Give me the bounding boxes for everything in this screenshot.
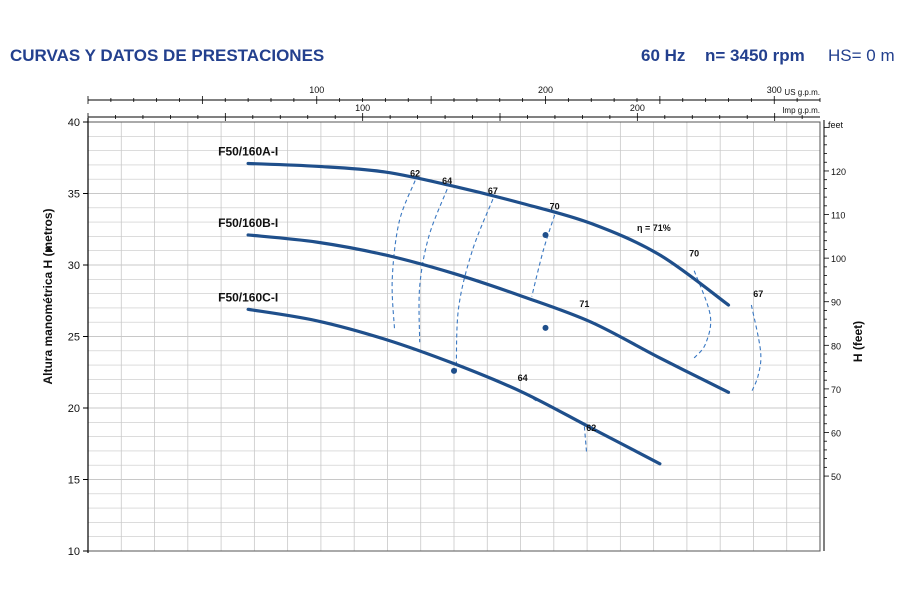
- iso-efficiency-curve: [455, 199, 494, 371]
- us-gpm-tick-label: 200: [538, 85, 553, 95]
- efficiency-point: [451, 367, 457, 374]
- chart-title: CURVAS Y DATOS DE PRESTACIONES: [10, 46, 325, 65]
- suction-label: HS= 0 m: [828, 46, 895, 65]
- y-axis-right-label: H (feet): [851, 321, 865, 362]
- pump-curves: [246, 161, 731, 466]
- pump-curve-line: [246, 307, 662, 466]
- efficiency-label: η = 71%: [637, 223, 671, 233]
- y-tick-label: 30: [68, 260, 80, 272]
- imp-gpm-tick-label: 100: [355, 103, 370, 113]
- y-axis-label: Altura manométrica H (metros): [41, 208, 55, 384]
- iso-efficiency-curve: [391, 180, 416, 330]
- efficiency-label: 67: [753, 289, 763, 299]
- series-label: F50/160A-I: [218, 144, 278, 158]
- efficiency-label: 67: [488, 186, 498, 196]
- iso-efficiency-curve: [693, 270, 712, 359]
- feet-tick-label: 100: [831, 254, 846, 264]
- feet-tick-label: 110: [831, 211, 845, 221]
- us-gpm-unit-label: US g.p.m.: [784, 88, 820, 97]
- axes: 10 15 20 25 30 35 40 Altura manométrica H (metr…: [41, 85, 865, 558]
- efficiency-label: 64: [442, 176, 452, 186]
- us-gpm-tick-label: 100: [309, 85, 324, 95]
- feet-tick-label: 90: [831, 298, 841, 308]
- imp-gpm-tick-label: 200: [630, 103, 645, 113]
- efficiency-label: 62: [586, 423, 596, 433]
- frequency-label: 60 Hz: [641, 46, 686, 65]
- efficiency-point: [542, 324, 549, 331]
- y-tick-label: 40: [68, 117, 80, 129]
- y-tick-label: 15: [68, 475, 80, 487]
- efficiency-label: 70: [550, 202, 560, 212]
- y-tick-label: 10: [68, 546, 80, 558]
- feet-tick-label: 50: [831, 472, 841, 482]
- feet-tick-label: 60: [831, 428, 841, 438]
- y-tick-label: 20: [68, 403, 80, 415]
- speed-label: n= 3450 rpm: [705, 46, 805, 65]
- iso-efficiency-curve: [583, 426, 588, 454]
- feet-unit-label: feet: [828, 120, 844, 130]
- series-label: F50/160B-I: [218, 216, 278, 230]
- efficiency-label: 64: [518, 373, 528, 383]
- chart-labels: F50/160A-I F50/160B-I F50/160C-I 62 64 67 70 η …: [218, 144, 763, 433]
- efficiency-label: 70: [689, 249, 699, 259]
- feet-tick-label: 80: [831, 341, 841, 351]
- feet-tick-label: 120: [831, 167, 846, 177]
- y-tick-label: 25: [68, 332, 80, 344]
- y-tick-label: 35: [68, 189, 80, 201]
- efficiency-point: [542, 231, 549, 238]
- series-label: F50/160C-I: [218, 290, 278, 304]
- iso-efficiency-curve: [418, 189, 448, 343]
- y-axis-arrow-icon: [45, 246, 53, 252]
- efficiency-label: 62: [410, 169, 420, 179]
- pump-curve-line: [246, 161, 731, 307]
- iso-efficiency-curve: [750, 304, 762, 393]
- feet-tick-label: 70: [831, 385, 841, 395]
- pump-curve-line: [246, 233, 731, 394]
- us-gpm-tick-label: 300: [767, 85, 782, 95]
- iso-efficiency-curve: [531, 214, 556, 297]
- imp-gpm-unit-label: Imp g.p.m.: [782, 106, 820, 115]
- efficiency-label: 71: [579, 299, 589, 309]
- grid: [87, 121, 821, 552]
